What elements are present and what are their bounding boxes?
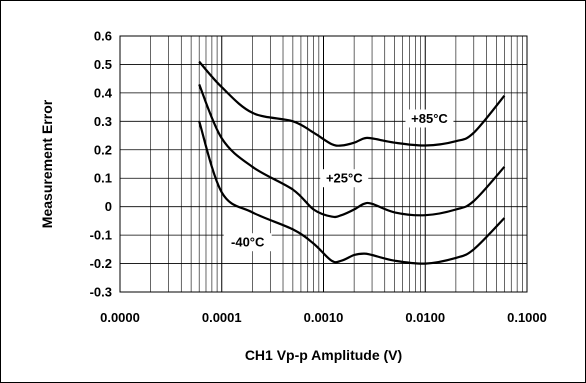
y-tick-label: -0.2 xyxy=(90,256,112,271)
y-tick-label: -0.1 xyxy=(90,228,112,243)
series-line-2 xyxy=(198,83,506,219)
annotation-bg xyxy=(405,109,454,128)
y-tick-labels: -0.3 -0.2 -0.1 0 0.1 0.2 0.3 0.4 0.5 0.6 xyxy=(90,29,113,300)
plot-area-frame xyxy=(119,35,528,293)
series-line-3 xyxy=(198,120,506,265)
series-line-1 xyxy=(198,60,506,147)
annotation-bg xyxy=(320,169,369,188)
y-tick-label: 0 xyxy=(105,199,112,214)
y-axis-title: Measurement Error xyxy=(39,99,55,228)
annotations: +85°C +25°C -40°C xyxy=(223,109,454,252)
y-tick-label: -0.3 xyxy=(90,285,112,300)
annotation-label: -40°C xyxy=(231,235,265,250)
y-tick-label: 0.4 xyxy=(94,85,113,100)
annotation-bg xyxy=(223,233,272,252)
series-lines xyxy=(198,60,506,265)
x-tick-label: 0.0001 xyxy=(202,310,242,325)
x-tick-label: 0.0000 xyxy=(100,310,140,325)
y-tick-label: 0.2 xyxy=(94,142,112,157)
x-tick-label: 0.0010 xyxy=(304,310,344,325)
annotation-label: +25°C xyxy=(326,171,363,186)
x-tick-labels: 0.0000 0.0001 0.0010 0.0100 0.1000 xyxy=(100,310,547,325)
y-tick-label: 0.3 xyxy=(94,114,112,129)
annotation-label: +85°C xyxy=(411,111,448,126)
x-tick-label: 0.0100 xyxy=(405,310,445,325)
x-tick-label: 0.1000 xyxy=(507,310,547,325)
y-tick-label: 0.1 xyxy=(94,171,112,186)
y-tick-label: 0.6 xyxy=(94,29,112,44)
y-tick-label: 0.5 xyxy=(94,57,112,72)
x-axis-title: CH1 Vp-p Amplitude (V) xyxy=(245,347,402,363)
